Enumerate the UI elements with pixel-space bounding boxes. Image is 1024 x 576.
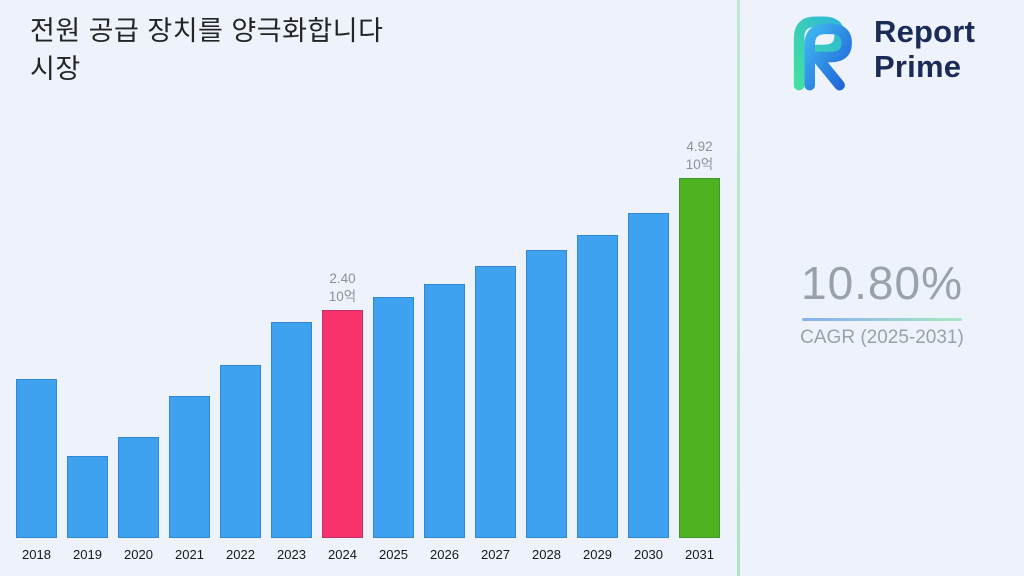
bar-label-2019: 2019 bbox=[73, 547, 102, 562]
bar-label-2030: 2030 bbox=[634, 547, 663, 562]
bar-2023 bbox=[271, 322, 312, 538]
bar-group-2022: 2022 bbox=[220, 365, 261, 562]
annotation-unit-2024: 10억 bbox=[328, 289, 357, 305]
bar-group-2024: 2.40 10억 2024 bbox=[322, 270, 363, 562]
bar-group-2028: 2028 bbox=[526, 250, 567, 562]
annotation-value-2024: 2.40 bbox=[329, 271, 356, 287]
bar-2018 bbox=[16, 379, 57, 538]
report-prime-logo-icon bbox=[793, 16, 852, 91]
bar-2028 bbox=[526, 250, 567, 538]
bar-2029 bbox=[577, 235, 618, 538]
bar-2024 bbox=[322, 310, 363, 538]
annotation-value-2031: 4.92 bbox=[686, 139, 713, 155]
bar-group-2023: 2023 bbox=[271, 322, 312, 562]
annotation-unit-2031: 10억 bbox=[685, 157, 714, 173]
bar-label-2025: 2025 bbox=[379, 547, 408, 562]
bar-2026 bbox=[424, 284, 465, 538]
bar-2025 bbox=[373, 297, 414, 538]
bar-group-2026: 2026 bbox=[424, 284, 465, 562]
bar-2031 bbox=[679, 178, 720, 538]
bar-annotation-2031: 4.92 10억 bbox=[686, 138, 713, 174]
vertical-divider bbox=[737, 0, 740, 576]
bar-2019 bbox=[67, 456, 108, 538]
bar-2027 bbox=[475, 266, 516, 538]
bar-group-2021: 2021 bbox=[169, 396, 210, 562]
bar-label-2021: 2021 bbox=[175, 547, 204, 562]
logo-word-report: Report bbox=[874, 14, 976, 50]
bar-label-2028: 2028 bbox=[532, 547, 561, 562]
bar-group-2030: 2030 bbox=[628, 213, 669, 562]
logo-word-prime: Prime bbox=[874, 49, 962, 84]
bar-label-2020: 2020 bbox=[124, 547, 153, 562]
bar-label-2018: 2018 bbox=[22, 547, 51, 562]
bar-group-2029: 2029 bbox=[577, 235, 618, 562]
page-title-line2: 시장 bbox=[30, 54, 81, 85]
bar-label-2026: 2026 bbox=[430, 547, 459, 562]
bar-label-2029: 2029 bbox=[583, 547, 612, 562]
cagr-value: 10.80% bbox=[800, 257, 963, 309]
bar-group-2027: 2027 bbox=[475, 266, 516, 562]
bar-annotation-2024: 2.40 10억 bbox=[329, 270, 356, 306]
bar-group-2018: 2018 bbox=[16, 379, 57, 562]
bar-label-2023: 2023 bbox=[277, 547, 306, 562]
bar-group-2025: 2025 bbox=[373, 297, 414, 562]
bar-label-2031: 2031 bbox=[685, 547, 714, 562]
page-title-line1: 전원 공급 장치를 양극화합니다 bbox=[30, 16, 384, 46]
bar-2020 bbox=[118, 437, 159, 538]
page-title: 전원 공급 장치를 양극화합니다 시장 bbox=[30, 12, 383, 89]
cagr-label: CAGR (2025-2031) bbox=[800, 327, 964, 348]
bar-label-2024: 2024 bbox=[328, 547, 357, 562]
bar-group-2020: 2020 bbox=[118, 437, 159, 562]
bar-chart: 2018 2019 2020 2021 2022 2023 2.40 10억 2024 2025 2… bbox=[16, 138, 720, 562]
cagr-stats: 10.80% CAGR (2025-2031) bbox=[752, 256, 1012, 349]
cagr-underline bbox=[802, 318, 962, 321]
bar-label-2027: 2027 bbox=[481, 547, 510, 562]
bar-2021 bbox=[169, 396, 210, 538]
bar-2022 bbox=[220, 365, 261, 538]
bar-label-2022: 2022 bbox=[226, 547, 255, 562]
report-prime-logo: Report Prime bbox=[778, 6, 975, 94]
bar-group-2019: 2019 bbox=[67, 456, 108, 562]
bar-group-2031: 4.92 10억 2031 bbox=[679, 138, 720, 562]
bar-2030 bbox=[628, 213, 669, 538]
report-prime-wordmark: Report Prime bbox=[874, 15, 975, 84]
